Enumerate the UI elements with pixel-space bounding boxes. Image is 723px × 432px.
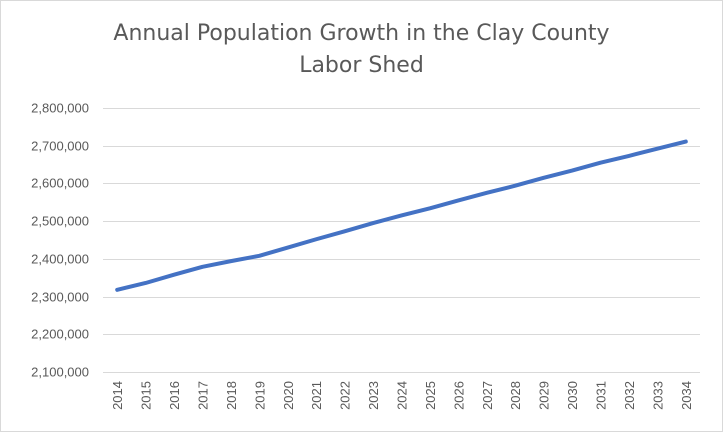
x-tick-label: 2022: [338, 381, 353, 410]
chart-title-line-1: Annual Population Growth in the Clay Cou…: [113, 21, 610, 46]
x-tick-label: 2015: [139, 381, 154, 410]
y-tick-label: 2,600,000: [31, 176, 89, 191]
y-tick-label: 2,300,000: [31, 290, 89, 305]
chart-title-line-2: Labor Shed: [299, 53, 424, 78]
x-tick-label: 2033: [650, 381, 665, 410]
y-tick-label: 2,800,000: [31, 101, 89, 116]
x-tick-label: 2021: [309, 381, 324, 410]
y-tick-label: 2,400,000: [31, 252, 89, 267]
x-tick-label: 2027: [480, 381, 495, 410]
x-tick-label: 2031: [594, 381, 609, 410]
y-axis-tick-labels: 2,100,000 2,200,000 2,300,000 2,400,000 2,50…: [31, 101, 89, 380]
x-tick-label: 2017: [196, 381, 211, 410]
chart-title: Annual Population Growth in the Clay Cou…: [0, 18, 723, 82]
series-layer: [115, 139, 688, 292]
x-tick-label: 2018: [224, 381, 239, 410]
x-tick-label: 2019: [252, 381, 267, 410]
x-tick-label: 2028: [508, 381, 523, 410]
x-tick-label: 2030: [565, 381, 580, 410]
y-tick-label: 2,100,000: [31, 365, 89, 380]
x-tick-label: 2029: [537, 381, 552, 410]
series-line: [115, 139, 688, 292]
y-tick-label: 2,200,000: [31, 327, 89, 342]
x-axis-tick-labels: 2014 2015 2016 2017 2018 2019 2020 2021 2022 2023…: [110, 381, 694, 410]
y-tick-label: 2,500,000: [31, 214, 89, 229]
y-tick-label: 2,700,000: [31, 139, 89, 154]
x-tick-label: 2016: [167, 381, 182, 410]
x-tick-label: 2014: [110, 381, 125, 410]
x-tick-label: 2032: [622, 381, 637, 410]
x-tick-label: 2026: [451, 381, 466, 410]
x-tick-label: 2023: [366, 381, 381, 410]
x-tick-label: 2034: [679, 381, 694, 410]
x-tick-label: 2020: [281, 381, 296, 410]
x-tick-label: 2025: [423, 381, 438, 410]
x-tick-label: 2024: [395, 381, 410, 410]
gridlines: [103, 108, 700, 373]
